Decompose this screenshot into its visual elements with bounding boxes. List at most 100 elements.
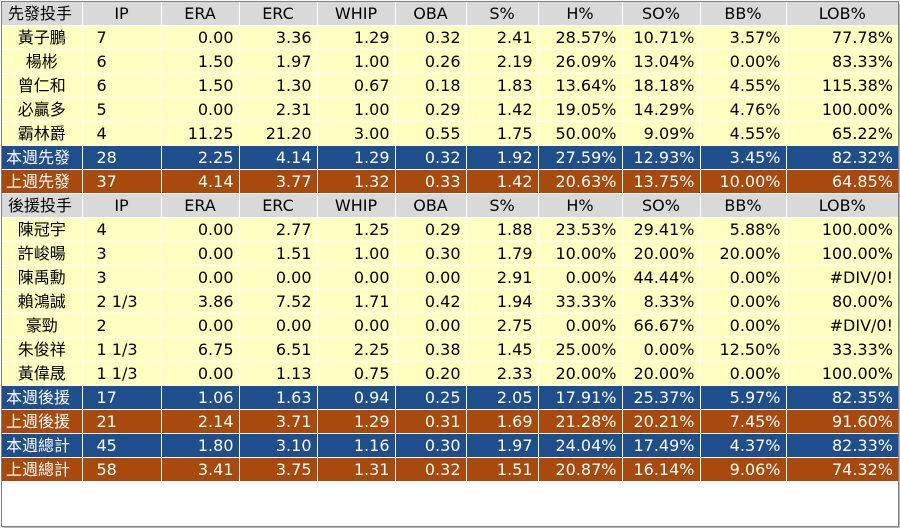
cell-erc: 0.00 [239, 265, 318, 290]
cell-bb-pct: 10.00% [700, 169, 787, 194]
cell-h-pct: 19.05% [538, 97, 623, 122]
cell-ip: 7 [82, 25, 162, 50]
cell-s-pct: 1.79 [466, 241, 539, 266]
cell-era: 1.06 [161, 385, 240, 410]
cell-era: 0.00 [161, 217, 240, 242]
cell-whip: 2.25 [317, 337, 396, 362]
this-week-summary-row: 本週先發 28 2.25 4.14 1.29 0.32 1.92 27.59% 12.93% 3.… [2, 145, 898, 170]
column-header-s-pct: S% [466, 193, 539, 218]
this-week-summary-row: 本週總計 45 1.80 3.10 1.16 0.30 1.97 24.04% 17.49% 4.… [2, 433, 898, 458]
cell-h-pct: 20.00% [538, 361, 623, 386]
player-row: 楊彬 6 1.50 1.97 1.00 0.26 2.19 26.09% 13.04% 0.00%… [2, 49, 898, 74]
cell-bb-pct: 0.00% [700, 361, 787, 386]
cell-erc: 3.75 [239, 457, 318, 481]
player-row: 曾仁和 6 1.50 1.30 0.67 0.18 1.83 13.64% 18.18% 4.55… [2, 73, 898, 98]
cell-oba: 0.29 [395, 97, 467, 122]
cell-h-pct: 28.57% [538, 25, 623, 50]
cell-whip: 1.00 [317, 241, 396, 266]
cell-whip: 0.00 [317, 265, 396, 290]
cell-era: 1.50 [161, 73, 240, 98]
cell-lob-pct: 74.32% [786, 457, 898, 481]
cell-h-pct: 25.00% [538, 337, 623, 362]
pitcher-name: 霸林爵 [2, 121, 83, 146]
column-header-era: ERA [161, 2, 240, 26]
column-header-ip: IP [82, 193, 162, 218]
column-header-lob-pct: LOB% [786, 2, 898, 26]
column-header-whip: WHIP [317, 2, 396, 26]
pitcher-name: 黃子鵬 [2, 25, 83, 50]
cell-erc: 21.20 [239, 121, 318, 146]
cell-erc: 3.36 [239, 25, 318, 50]
cell-whip: 1.16 [317, 433, 396, 458]
cell-so-pct: 20.21% [622, 409, 701, 434]
cell-ip: 28 [82, 145, 162, 170]
cell-era: 0.00 [161, 241, 240, 266]
cell-s-pct: 1.42 [466, 97, 539, 122]
player-row: 必贏多 5 0.00 2.31 1.00 0.29 1.42 19.05% 14.29% 4.76… [2, 97, 898, 122]
column-header-bb-pct: BB% [700, 193, 787, 218]
stats-table-body: 先發投手 IP ERA ERC WHIP OBA S% H% SO% BB% LOB% 黃子鵬 7 0.0… [2, 2, 898, 481]
cell-whip: 1.25 [317, 217, 396, 242]
cell-so-pct: 14.29% [622, 97, 701, 122]
pitcher-name: 黃偉晟 [2, 361, 83, 386]
cell-era: 0.00 [161, 313, 240, 338]
last-week-summary-row: 上週先發 37 4.14 3.77 1.32 0.33 1.42 20.63% 13.75% 10… [2, 169, 898, 194]
column-header-bb-pct: BB% [700, 2, 787, 26]
cell-era: 3.41 [161, 457, 240, 481]
player-row: 陳禹勳 3 0.00 0.00 0.00 0.00 2.91 0.00% 44.44% 0.00%… [2, 265, 898, 290]
cell-bb-pct: 0.00% [700, 313, 787, 338]
cell-s-pct: 2.41 [466, 25, 539, 50]
cell-oba: 0.55 [395, 121, 467, 146]
cell-erc: 3.10 [239, 433, 318, 458]
cell-ip: 45 [82, 433, 162, 458]
cell-s-pct: 1.45 [466, 337, 539, 362]
cell-so-pct: 8.33% [622, 289, 701, 314]
column-header-so-pct: SO% [622, 2, 701, 26]
cell-lob-pct: 80.00% [786, 289, 898, 314]
cell-erc: 2.31 [239, 97, 318, 122]
cell-ip: 3 [82, 265, 162, 290]
cell-h-pct: 20.63% [538, 169, 623, 194]
cell-erc: 1.63 [239, 385, 318, 410]
cell-lob-pct: 82.35% [786, 385, 898, 410]
cell-lob-pct: 100.00% [786, 217, 898, 242]
pitcher-name: 賴鴻誠 [2, 289, 83, 314]
cell-oba: 0.30 [395, 241, 467, 266]
cell-ip: 21 [82, 409, 162, 434]
column-header-erc: ERC [239, 2, 318, 26]
player-row: 朱俊祥 1 1/3 6.75 6.51 2.25 0.38 1.45 25.00% 0.00% 1… [2, 337, 898, 362]
cell-bb-pct: 0.00% [700, 49, 787, 74]
cell-h-pct: 17.91% [538, 385, 623, 410]
cell-erc: 3.77 [239, 169, 318, 194]
cell-whip: 0.00 [317, 313, 396, 338]
cell-lob-pct: 91.60% [786, 409, 898, 434]
cell-so-pct: 44.44% [622, 265, 701, 290]
summary-label: 上週後援 [2, 409, 83, 434]
cell-bb-pct: 3.45% [700, 145, 787, 170]
cell-ip: 3 [82, 241, 162, 266]
player-row: 賴鴻誠 2 1/3 3.86 7.52 1.71 0.42 1.94 33.33% 8.33% 0… [2, 289, 898, 314]
cell-s-pct: 2.75 [466, 313, 539, 338]
cell-oba: 0.18 [395, 73, 467, 98]
cell-ip: 6 [82, 49, 162, 74]
section-title: 先發投手 [2, 2, 83, 26]
cell-s-pct: 1.88 [466, 217, 539, 242]
cell-so-pct: 13.75% [622, 169, 701, 194]
cell-oba: 0.33 [395, 169, 467, 194]
cell-erc: 1.51 [239, 241, 318, 266]
cell-erc: 1.30 [239, 73, 318, 98]
cell-h-pct: 10.00% [538, 241, 623, 266]
cell-ip: 37 [82, 169, 162, 194]
column-header-oba: OBA [395, 193, 467, 218]
cell-era: 11.25 [161, 121, 240, 146]
column-header-era: ERA [161, 193, 240, 218]
column-header-s-pct: S% [466, 2, 539, 26]
cell-so-pct: 13.04% [622, 49, 701, 74]
cell-erc: 6.51 [239, 337, 318, 362]
cell-lob-pct: 64.85% [786, 169, 898, 194]
cell-h-pct: 24.04% [538, 433, 623, 458]
cell-era: 0.00 [161, 265, 240, 290]
summary-label: 本週先發 [2, 145, 83, 170]
cell-ip: 58 [82, 457, 162, 481]
pitcher-name: 豪勁 [2, 313, 83, 338]
